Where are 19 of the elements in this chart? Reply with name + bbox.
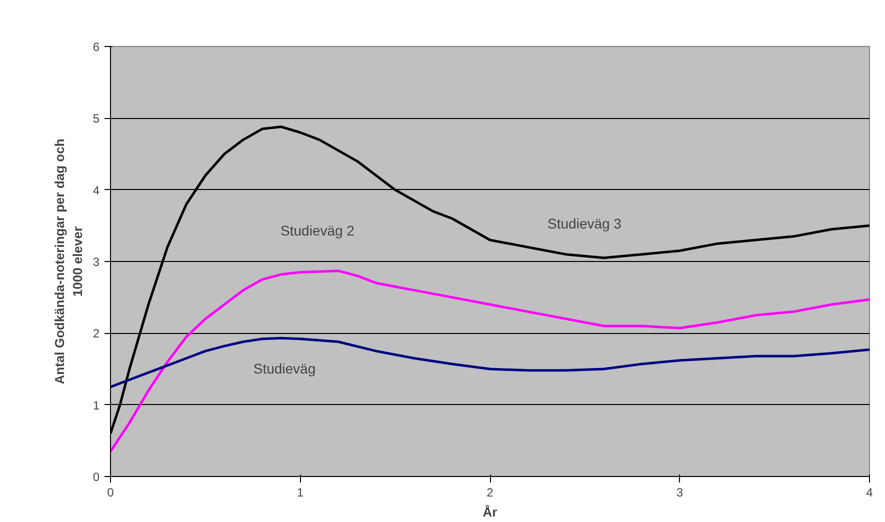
y-tick-label: 3 <box>92 255 100 269</box>
y-tick-label: 0 <box>92 470 100 484</box>
y-tick-label: 2 <box>92 326 100 341</box>
annotation: Studieväg 2 <box>280 222 355 238</box>
x-axis-title: År <box>482 504 498 520</box>
y-tick-label: 1 <box>92 398 100 412</box>
x-tick-label: 0 <box>107 486 114 500</box>
annotation: Studieväg 3 <box>548 216 622 232</box>
y-axis-title: Antal Godkända-noteringar per dag och 1000 elever <box>52 138 85 384</box>
annotation: Studieväg <box>253 360 316 376</box>
x-tick-label: 2 <box>486 486 494 500</box>
x-tick-label: 1 <box>296 486 304 500</box>
line-series <box>110 270 870 453</box>
y-tick-label: 6 <box>92 40 100 54</box>
y-tick-label: 5 <box>92 112 100 126</box>
x-tick-label: 3 <box>676 486 684 500</box>
y-tick-label: 4 <box>92 183 100 198</box>
x-tick-label: 4 <box>866 486 874 500</box>
line-series <box>110 336 870 388</box>
